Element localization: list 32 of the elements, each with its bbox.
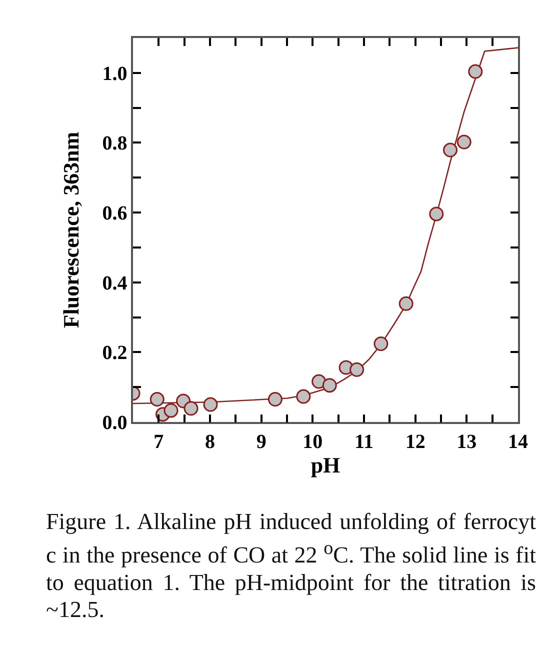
point — [150, 392, 164, 407]
y-tick-label: 0.4 — [102, 272, 128, 294]
y-tick-label: 0.0 — [102, 412, 128, 434]
x-tick-label: 10 — [302, 430, 323, 453]
y-tick-label: 1.0 — [102, 62, 128, 85]
point — [429, 206, 444, 222]
point — [350, 362, 364, 377]
x-tick-label: 12 — [405, 430, 426, 453]
point — [398, 296, 414, 311]
point — [442, 142, 458, 158]
x-tick-label: 14 — [508, 430, 528, 453]
point — [374, 336, 388, 352]
x-axis-title: pH — [310, 452, 340, 478]
caption: Figure 1. Alkaline pH induced unfolding of ferrocyt c in the presence of CO at 22 $^{o}$C. The solid line is fit to equation 1. The pH-midpoint for the titration is ~12.5. — [46, 508, 536, 623]
x-tick-label: 8 — [205, 430, 215, 453]
point — [456, 134, 472, 150]
y-tick-label: 0.2 — [102, 342, 128, 364]
point — [164, 403, 178, 418]
y-tick-label: 0.8 — [102, 132, 128, 155]
point — [322, 378, 337, 393]
point — [203, 397, 218, 412]
x-tick-label: 11 — [354, 430, 374, 453]
point — [296, 389, 311, 404]
point — [468, 64, 483, 79]
x-tick-label: 9 — [256, 430, 266, 453]
y-tick-label: 0.6 — [102, 202, 128, 225]
point — [312, 374, 326, 389]
x-tick-label: 7 — [154, 430, 164, 453]
y-axis-title: Fluorescence, 363nm — [58, 132, 84, 328]
point — [184, 401, 198, 416]
x-tick-label: 13 — [456, 430, 477, 453]
point — [268, 392, 282, 407]
